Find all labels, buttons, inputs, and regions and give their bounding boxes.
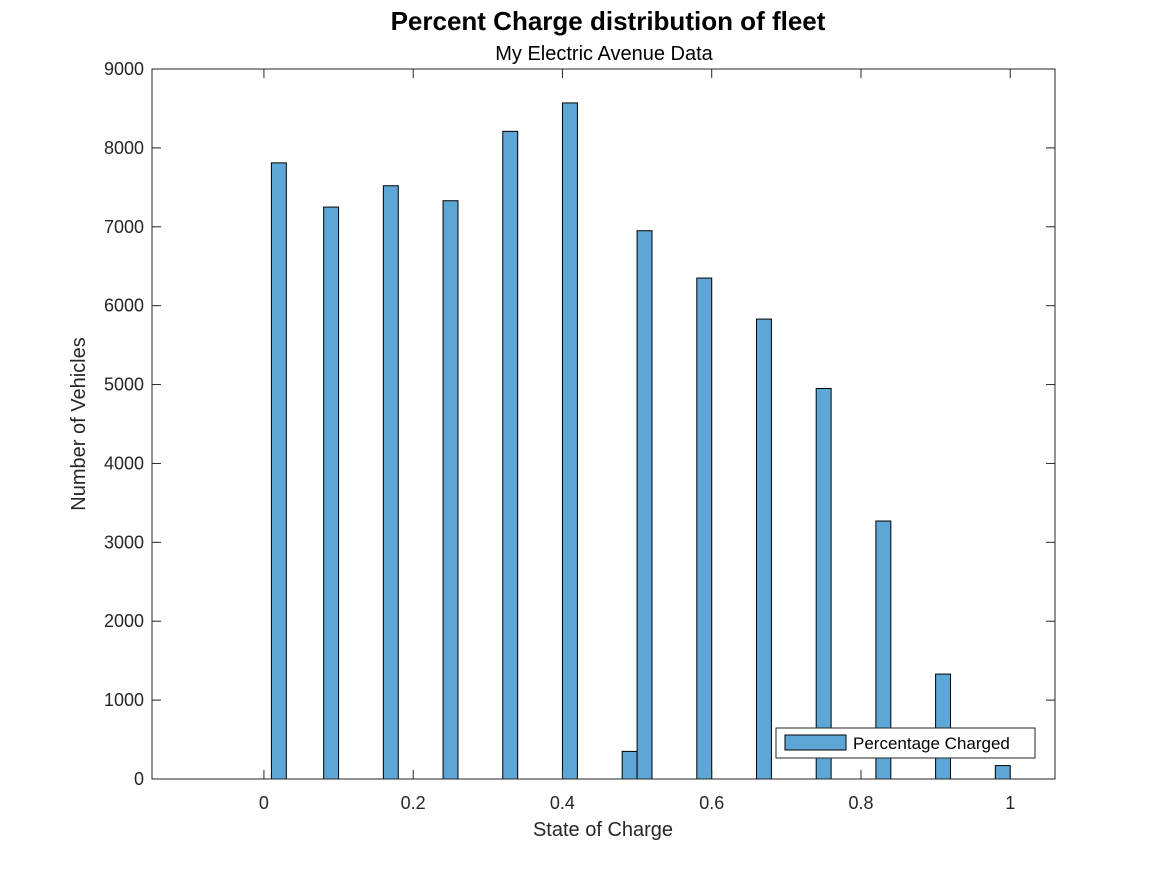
axes-background (152, 69, 1055, 779)
x-tick-label: 0.2 (401, 793, 426, 813)
y-tick-label: 5000 (104, 375, 144, 395)
y-tick-label: 9000 (104, 59, 144, 79)
bar (994, 765, 1011, 780)
chart-title: Percent Charge distribution of fleet (391, 6, 826, 36)
legend-entry-percentage-charged: Percentage Charged (853, 734, 1010, 753)
y-tick-label: 1000 (104, 690, 144, 710)
y-tick-label: 2000 (104, 611, 144, 631)
legend-swatch (784, 734, 847, 751)
bar (696, 277, 713, 780)
legend: Percentage Charged (775, 727, 1036, 759)
y-tick-label: 6000 (104, 296, 144, 316)
x-tick-label: 0.4 (550, 793, 575, 813)
x-tick-label: 0.8 (848, 793, 873, 813)
bar (621, 750, 638, 780)
y-tick-label: 4000 (104, 453, 144, 473)
bar (323, 206, 340, 780)
plot-area: 0 1000 2000 3000 4000 5000 6000 7000 8000 9000 0 0.… (104, 59, 1056, 813)
x-axis-label: State of Charge (533, 819, 673, 841)
bars-group (270, 102, 1011, 780)
bar (502, 130, 519, 780)
y-tick-label: 3000 (104, 532, 144, 552)
bar (270, 162, 287, 780)
y-tick-label: 0 (134, 769, 144, 789)
axes-box (151, 68, 1056, 780)
x-tick-label: 1 (1005, 793, 1015, 813)
bar (935, 673, 952, 780)
y-tick-label: 8000 (104, 138, 144, 158)
x-tick-label: 0.6 (699, 793, 724, 813)
bar (755, 318, 772, 780)
y-tick-label: 7000 (104, 217, 144, 237)
chart-subtitle: My Electric Avenue Data (495, 43, 713, 65)
bar (442, 200, 459, 780)
bar (815, 388, 832, 780)
y-axis-label: Number of Vehicles (68, 337, 90, 510)
x-tick-label: 0 (259, 793, 269, 813)
bar (382, 185, 399, 780)
bar (636, 230, 653, 780)
bar (561, 102, 578, 780)
ticks-group: 0 1000 2000 3000 4000 5000 6000 7000 8000 9000 0 0.… (104, 59, 1055, 813)
